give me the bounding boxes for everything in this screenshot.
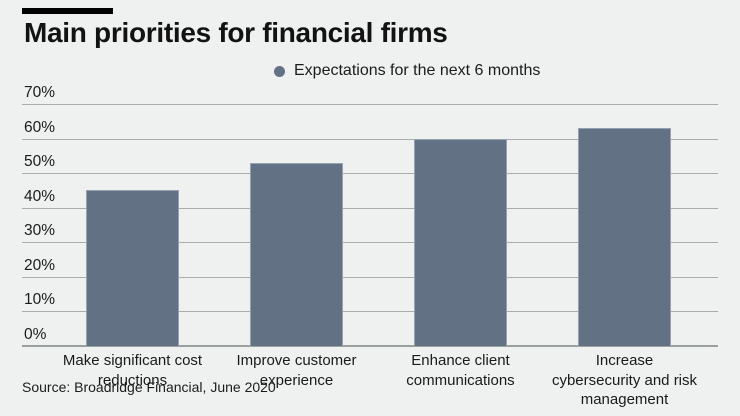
gridline-40 [22,207,718,209]
legend-marker-icon [274,65,285,77]
y-axis-tick-label: 10% [24,291,56,309]
y-axis-tick-label: 20% [24,256,56,274]
x-axis-category-label: Improve customer experience [236,352,357,389]
chart-title: Main priorities for financial firms [24,17,448,48]
gridline-60 [22,138,718,140]
bar-2 [250,162,343,346]
bar-4 [578,128,671,346]
x-axis-category-label: Make significant cost reductions [62,352,203,389]
y-axis-tick-label: 0% [24,326,47,343]
gridline-0 [22,345,718,347]
bar-3 [414,138,507,346]
y-axis-tick-label: 30% [24,222,56,240]
legend: Expectations for the next 6 months [274,62,540,80]
gridline-20 [22,276,718,278]
gridline-70 [22,104,718,105]
x-axis-category-label: Enhance client communications [406,352,515,389]
x-axis-category-label: Increase cybersecurity and risk management [551,352,698,408]
bar-1 [86,190,179,346]
accent-flag-bar [22,8,113,14]
y-axis-tick-label: 70% [24,84,56,101]
y-axis-tick-label: 40% [24,187,56,205]
source-note: Source: Broadridge Financial, June 2020 [22,379,276,395]
gridline-50 [22,173,718,175]
gridline-10 [22,311,718,313]
gridline-30 [22,242,718,244]
y-axis-tick-label: 60% [24,118,56,136]
legend-label: Expectations for the next 6 months [294,62,541,79]
y-axis-tick-label: 50% [24,153,56,171]
